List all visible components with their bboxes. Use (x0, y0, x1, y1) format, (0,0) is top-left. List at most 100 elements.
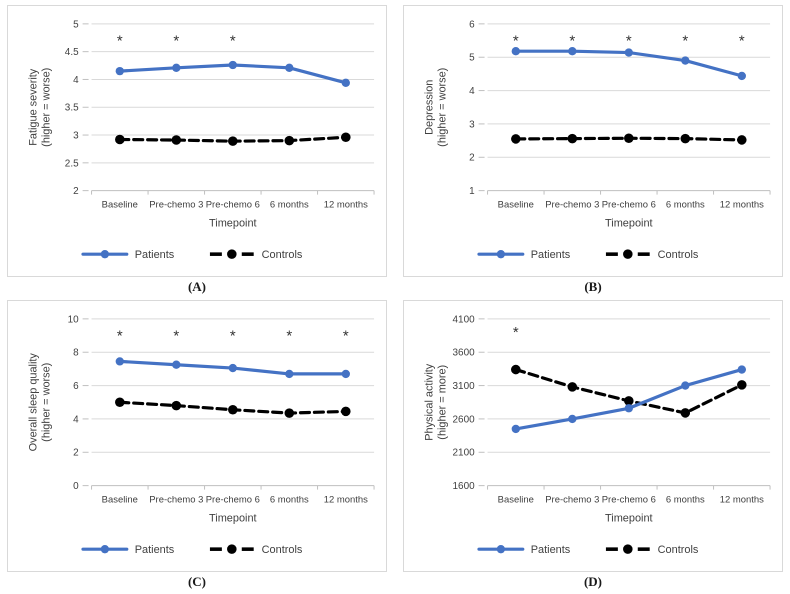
svg-text:6 months: 6 months (666, 200, 705, 211)
svg-text:Fatigue severity: Fatigue severity (27, 68, 39, 146)
svg-text:*: * (626, 34, 632, 50)
svg-text:Pre-chemo 3: Pre-chemo 3 (149, 200, 203, 211)
series-controls-line (511, 133, 747, 145)
legend-label-patients: Patients (531, 249, 571, 261)
svg-text:2600: 2600 (453, 414, 476, 425)
panel-a: 2 2.5 3 3.5 4 4.5 5 Baseline Pre-chemo 3 Pre-chem… (7, 5, 387, 300)
series-patients-line (511, 364, 746, 433)
series-patients-line (115, 60, 350, 87)
svg-text:*: * (513, 325, 519, 341)
panel-d: 1600 2100 2600 3100 3600 4100 Baseline Pre-chem… (403, 299, 783, 594)
svg-text:*: * (682, 34, 688, 50)
x-axis-title: Timepoint (209, 217, 257, 229)
y-axis-tick-labels: 1 2 3 4 5 6 (469, 19, 475, 197)
svg-text:*: * (286, 328, 292, 344)
svg-text:Baseline: Baseline (498, 494, 534, 505)
series-controls-line (115, 132, 351, 146)
legend-label-patients: Patients (135, 544, 175, 556)
legend-label-controls: Controls (262, 544, 303, 556)
y-axis-tick-labels: 2 2.5 3 3.5 4 4.5 5 (65, 19, 79, 197)
svg-text:(higher = worse): (higher = worse) (40, 68, 52, 147)
x-axis-tick-labels: Baseline Pre-chemo 3 Pre-chemo 6 6 months 12… (102, 200, 368, 211)
depression-chart: 1 2 3 4 5 6 Baseline Pre-chemo 3 Pre-chemo 6 6 mo… (423, 19, 771, 261)
svg-text:Baseline: Baseline (102, 494, 138, 505)
svg-text:*: * (739, 34, 745, 50)
series-controls-line (115, 396, 351, 418)
x-axis-title: Timepoint (605, 512, 653, 524)
legend: Patients Controls (81, 544, 303, 556)
panel-d-label: (D) (583, 573, 603, 589)
svg-text:3100: 3100 (453, 381, 476, 392)
svg-text:12 months: 12 months (324, 200, 368, 211)
svg-text:Baseline: Baseline (102, 200, 138, 211)
legend-label-controls: Controls (658, 249, 699, 261)
svg-text:*: * (173, 34, 179, 50)
svg-text:Depression: Depression (423, 80, 435, 135)
panel-a-label: (A) (187, 279, 207, 294)
svg-text:5: 5 (469, 53, 475, 64)
panel-b-label: (B) (584, 279, 602, 294)
svg-text:(higher = worse): (higher = worse) (40, 362, 52, 441)
physical-activity-chart: 1600 2100 2600 3100 3600 4100 Baseline Pre-chem… (423, 314, 771, 556)
significance-asterisks: * * * * * (513, 34, 745, 50)
legend-label-patients: Patients (531, 544, 571, 556)
svg-text:*: * (569, 34, 575, 50)
y-axis-title: Physical activity (higher = more) (423, 363, 448, 441)
svg-text:(higher = worse): (higher = worse) (436, 68, 448, 147)
svg-text:*: * (230, 328, 236, 344)
series-patients-line (511, 47, 746, 81)
panel-c-box: 0 2 4 6 8 10 Baseline Pre-chemo 3 Pre-chemo 6 6 m… (7, 299, 387, 572)
svg-text:*: * (117, 328, 123, 344)
significance-asterisks: * * * * * (117, 328, 349, 344)
svg-text:*: * (513, 34, 519, 50)
panel-b-box: 1 2 3 4 5 6 Baseline Pre-chemo 3 Pre-chemo 6 6 mo… (403, 5, 783, 277)
y-axis-title: Fatigue severity (higher = worse) (27, 68, 52, 147)
x-axis-tick-labels: Baseline Pre-chemo 3 Pre-chemo 6 6 months 12… (498, 494, 764, 505)
svg-text:6 months: 6 months (270, 200, 309, 211)
significance-asterisks: * (513, 325, 519, 341)
svg-text:12 months: 12 months (324, 494, 368, 505)
svg-text:6: 6 (73, 381, 79, 392)
svg-text:2: 2 (73, 186, 79, 197)
svg-text:Pre-chemo 6: Pre-chemo 6 (206, 200, 260, 211)
legend-label-controls: Controls (262, 249, 303, 261)
y-axis-tick-labels: 0 2 4 6 8 10 (68, 314, 80, 492)
svg-text:1600: 1600 (453, 481, 476, 492)
svg-text:*: * (173, 328, 179, 344)
svg-text:4100: 4100 (453, 314, 476, 325)
svg-text:*: * (230, 34, 236, 50)
series-controls-line (511, 364, 747, 418)
significance-asterisks: * * * (117, 34, 236, 50)
y-axis-title: Overall sleep quality (higher = worse) (27, 352, 52, 451)
svg-text:10: 10 (68, 314, 80, 325)
svg-text:12 months: 12 months (720, 200, 764, 211)
svg-text:Physical activity: Physical activity (423, 363, 435, 441)
svg-text:0: 0 (73, 481, 79, 492)
svg-text:Pre-chemo 6: Pre-chemo 6 (602, 200, 656, 211)
svg-text:2100: 2100 (453, 447, 476, 458)
legend: Patients Controls (477, 544, 699, 556)
svg-text:Baseline: Baseline (498, 200, 534, 211)
svg-text:Pre-chemo 3: Pre-chemo 3 (545, 200, 599, 211)
svg-text:*: * (117, 34, 123, 50)
svg-text:Pre-chemo 3: Pre-chemo 3 (149, 494, 203, 505)
svg-text:2: 2 (73, 447, 79, 458)
svg-text:Pre-chemo 3: Pre-chemo 3 (545, 494, 599, 505)
svg-text:4.5: 4.5 (65, 47, 79, 58)
x-axis-title: Timepoint (209, 512, 257, 524)
panel-a-box: 2 2.5 3 3.5 4 4.5 5 Baseline Pre-chemo 3 Pre-chem… (7, 5, 387, 277)
panel-c: 0 2 4 6 8 10 Baseline Pre-chemo 3 Pre-chemo 6 6 m… (7, 299, 387, 594)
svg-text:6 months: 6 months (666, 494, 705, 505)
panel-c-label: (C) (187, 573, 207, 589)
x-axis-tick-labels: Baseline Pre-chemo 3 Pre-chemo 6 6 months 12… (498, 200, 764, 211)
series-patients-line (115, 356, 350, 378)
svg-text:Pre-chemo 6: Pre-chemo 6 (602, 494, 656, 505)
svg-text:8: 8 (73, 347, 79, 358)
gridlines (82, 317, 375, 490)
panel-d-box: 1600 2100 2600 3100 3600 4100 Baseline Pre-chem… (403, 299, 783, 572)
svg-text:Pre-chemo 6: Pre-chemo 6 (206, 494, 260, 505)
svg-text:4: 4 (469, 86, 475, 97)
svg-text:3: 3 (469, 119, 475, 130)
svg-text:(higher = more): (higher = more) (436, 364, 448, 439)
